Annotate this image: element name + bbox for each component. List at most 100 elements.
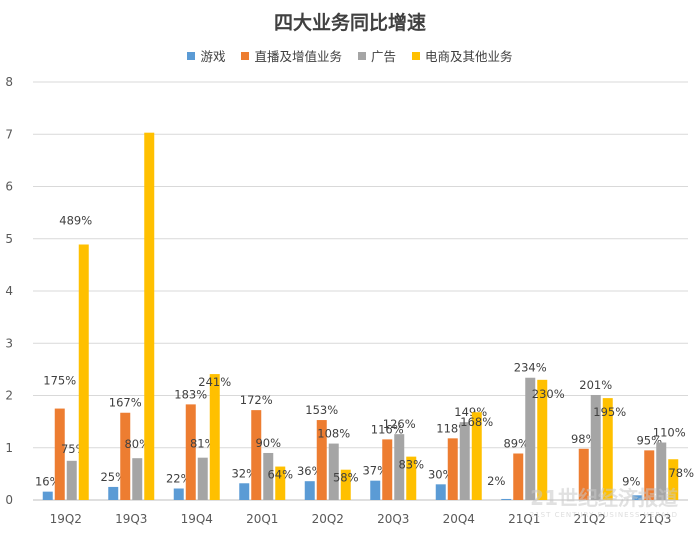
x-tick-label-20Q3: 20Q3 xyxy=(377,512,409,526)
bar-20Q3-s3 xyxy=(406,456,417,500)
y-tick-label-6: 6 xyxy=(5,180,13,194)
data-label-21Q1-s3: 230% xyxy=(532,387,565,401)
bar-21Q2-s3 xyxy=(602,398,613,500)
bar-19Q3-s1 xyxy=(120,412,131,500)
bar-20Q4-s2 xyxy=(459,422,470,500)
bar-21Q3-s1 xyxy=(644,450,655,500)
data-label-19Q4-s0: 22% xyxy=(166,472,192,486)
y-tick-label-1: 1 xyxy=(5,441,13,455)
bar-20Q4-s0 xyxy=(435,484,446,500)
x-tick-label-19Q4: 19Q4 xyxy=(181,512,213,526)
data-label-20Q3-s1: 116% xyxy=(371,422,404,436)
bar-20Q1-s1 xyxy=(251,410,262,500)
x-tick-label-21Q3: 21Q3 xyxy=(639,512,671,526)
data-label-21Q1-s0: 2% xyxy=(487,474,505,488)
legend-item-ads: 广告 xyxy=(358,46,396,65)
legend-label-live-vas: 直播及增值业务 xyxy=(254,49,342,64)
data-label-19Q2-s1: 175% xyxy=(43,374,76,388)
bar-21Q1-s3 xyxy=(537,379,548,500)
data-label-20Q2-s2: 108% xyxy=(317,427,350,441)
bar-20Q1-s3 xyxy=(275,466,286,500)
y-tick-label-4: 4 xyxy=(5,284,13,298)
y-tick-label-2: 2 xyxy=(5,389,13,403)
legend-label-ecommerce: 电商及其他业务 xyxy=(425,49,513,64)
x-tick-label-21Q1: 21Q1 xyxy=(508,512,540,526)
bar-21Q2-s2 xyxy=(590,394,601,500)
bar-20Q2-s0 xyxy=(304,481,315,500)
x-tick-label-20Q4: 20Q4 xyxy=(443,512,475,526)
legend-swatch-live-vas xyxy=(241,51,250,60)
bar-19Q2-s1 xyxy=(54,408,65,500)
bar-19Q4-s2 xyxy=(197,457,208,500)
y-tick-label-0: 0 xyxy=(5,493,13,507)
data-label-20Q3-s0: 37% xyxy=(362,464,388,478)
legend-label-ads: 广告 xyxy=(371,49,397,64)
bar-20Q1-s0 xyxy=(239,483,250,500)
data-label-20Q3-s3: 83% xyxy=(398,458,424,472)
data-label-20Q4-s3: 168% xyxy=(460,415,493,429)
data-label-19Q3-s0: 25% xyxy=(100,470,126,484)
bar-19Q4-s3 xyxy=(209,374,220,500)
bar-21Q3-s3 xyxy=(668,459,679,500)
data-label-21Q1-s1: 89% xyxy=(503,436,529,450)
data-label-20Q3-s2: 126% xyxy=(383,417,416,431)
legend-item-live-vas: 直播及增值业务 xyxy=(241,46,342,65)
data-label-20Q4-s0: 30% xyxy=(428,467,454,481)
bar-19Q3-s2 xyxy=(132,458,143,500)
data-label-21Q2-s1: 98% xyxy=(571,432,597,446)
bar-19Q4-s0 xyxy=(173,488,184,500)
data-label-21Q3-s1: 95% xyxy=(636,433,662,447)
bar-20Q3-s1 xyxy=(382,439,393,500)
y-tick-label-8: 8 xyxy=(5,75,13,89)
x-tick-label-19Q2: 19Q2 xyxy=(50,512,82,526)
bar-21Q2-s1 xyxy=(578,448,589,500)
legend-item-ecommerce: 电商及其他业务 xyxy=(412,46,513,65)
watermark-sub-text: 21ST CENTURY BUSINESS HERALD xyxy=(529,511,678,519)
data-label-20Q1-s3: 64% xyxy=(267,468,293,482)
data-label-20Q1-s2: 90% xyxy=(255,436,281,450)
legend-swatch-ads xyxy=(358,51,366,60)
data-label-19Q3-s1: 167% xyxy=(109,396,142,410)
data-label-20Q1-s0: 32% xyxy=(231,466,257,480)
legend-item-games: 游戏 xyxy=(187,46,225,65)
bar-20Q3-s2 xyxy=(394,434,405,500)
bar-21Q3-s0 xyxy=(632,495,643,500)
bar-19Q4-s1 xyxy=(185,404,196,500)
bar-20Q4-s1 xyxy=(447,438,458,500)
bar-21Q1-s2 xyxy=(525,377,536,500)
data-label-21Q3-s0: 9% xyxy=(622,474,640,488)
watermark-main-text: 21世纪经济报道 xyxy=(530,486,678,510)
bar-20Q4-s3 xyxy=(471,412,482,500)
bar-19Q3-s3 xyxy=(144,132,155,500)
y-tick-label-7: 7 xyxy=(5,127,13,141)
bar-20Q3-s0 xyxy=(370,480,381,500)
x-tick-label-20Q2: 20Q2 xyxy=(312,512,344,526)
data-label-20Q1-s1: 172% xyxy=(240,393,273,407)
data-label-21Q3-s2: 110% xyxy=(653,426,686,440)
bar-19Q2-s3 xyxy=(78,244,89,500)
bar-21Q3-s2 xyxy=(656,442,667,500)
data-label-19Q4-s1: 183% xyxy=(174,387,207,401)
bar-21Q1-s1 xyxy=(513,453,524,500)
y-tick-label-5: 5 xyxy=(5,232,13,246)
bar-19Q2-s2 xyxy=(66,460,77,500)
bar-20Q2-s2 xyxy=(328,443,339,500)
x-tick-label-21Q2: 21Q2 xyxy=(574,512,606,526)
x-tick-label-19Q3: 19Q3 xyxy=(115,512,147,526)
data-label-21Q2-s2: 201% xyxy=(579,378,612,392)
watermark-logo: 21世纪经济报道 21ST CENTURY BUSINESS HERALD xyxy=(530,482,678,519)
legend-swatch-ecommerce xyxy=(412,51,421,60)
data-label-21Q3-s3: 78% xyxy=(668,466,694,480)
data-label-19Q3-s2: 80% xyxy=(124,437,150,451)
bar-19Q3-s0 xyxy=(108,486,119,500)
chart-legend: 游戏 直播及增值业务 广告 电商及其他业务 xyxy=(0,46,700,65)
bar-20Q1-s2 xyxy=(263,452,274,500)
bar-21Q1-s0 xyxy=(501,498,512,500)
data-label-19Q4-s3: 241% xyxy=(198,375,231,389)
bar-20Q2-s3 xyxy=(340,469,351,500)
data-label-19Q2-s0: 16% xyxy=(35,475,61,489)
data-label-20Q2-s0: 36% xyxy=(297,464,323,478)
data-label-20Q2-s3: 58% xyxy=(333,471,359,485)
data-label-21Q2-s3: 195% xyxy=(593,405,626,419)
